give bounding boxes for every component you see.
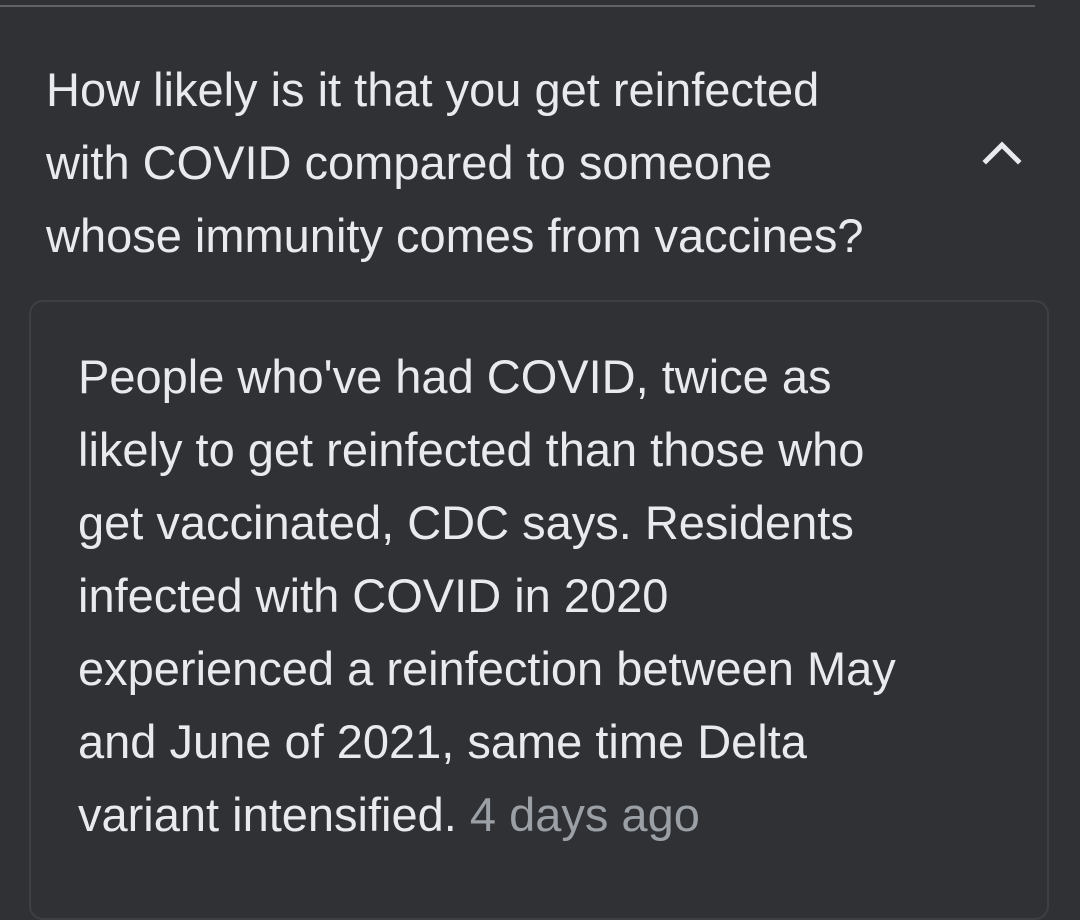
faq-item: How likely is it that you get reinfected… xyxy=(0,7,1080,920)
answer-text: People who've had COVID, twice as likely… xyxy=(78,350,896,841)
answer-snippet: People who've had COVID, twice as likely… xyxy=(78,340,1008,851)
top-divider xyxy=(0,5,1035,7)
question-header[interactable]: How likely is it that you get reinfected… xyxy=(0,7,1080,287)
answer-card: People who've had COVID, twice as likely… xyxy=(29,300,1049,920)
question-text: How likely is it that you get reinfected… xyxy=(46,63,864,262)
answer-date: 4 days ago xyxy=(469,788,700,841)
chevron-up-icon[interactable] xyxy=(980,135,1024,167)
